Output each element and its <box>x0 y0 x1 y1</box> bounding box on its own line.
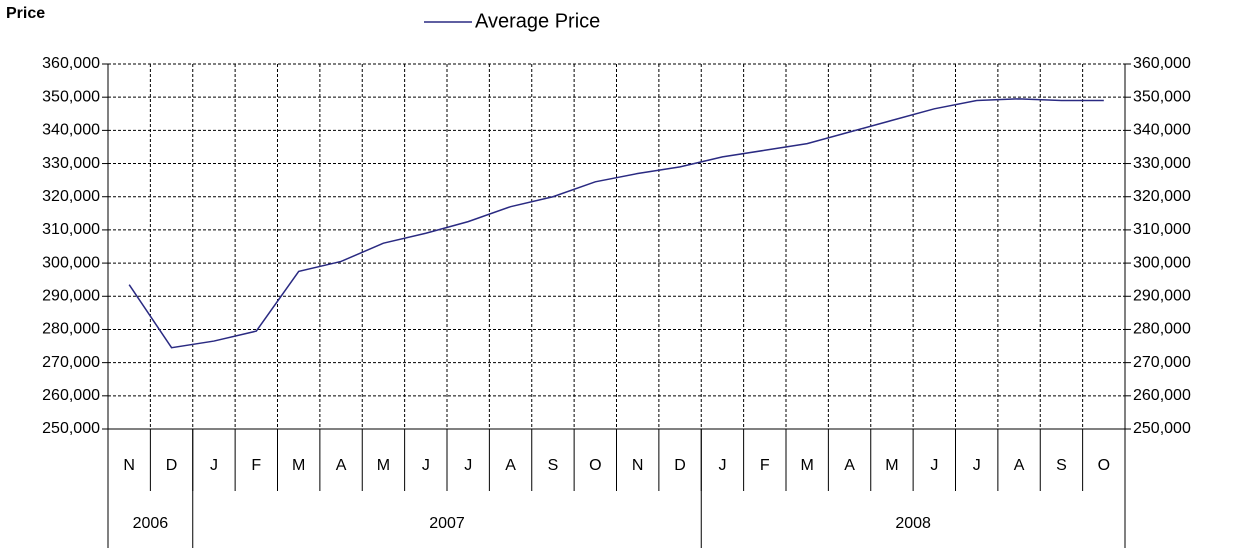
x-tick-label: D <box>674 457 686 474</box>
y2-tick-label: 300,000 <box>1133 254 1191 271</box>
x-tick-label: J <box>464 457 472 474</box>
x-tick-label: J <box>422 457 430 474</box>
x-tick-label: J <box>718 457 726 474</box>
x-tick-label: A <box>336 457 347 474</box>
year-label: 2006 <box>133 515 169 532</box>
y-tick-label: 310,000 <box>42 221 100 238</box>
y-tick-label: 360,000 <box>42 55 100 72</box>
y2-tick-label: 250,000 <box>1133 420 1191 437</box>
y2-tick-label: 320,000 <box>1133 188 1191 205</box>
y2-tick-label: 310,000 <box>1133 221 1191 238</box>
x-tick-label: N <box>632 457 644 474</box>
y-tick-label: 300,000 <box>42 254 100 271</box>
series-line <box>128 98 1104 349</box>
x-tick-label: S <box>1056 457 1067 474</box>
x-tick-label: O <box>1098 457 1110 474</box>
y-tick-label: 270,000 <box>42 354 100 371</box>
x-tick-label: M <box>801 457 814 474</box>
y-tick-label: 330,000 <box>42 155 100 172</box>
year-label: 2008 <box>895 515 931 532</box>
y-tick-label: 250,000 <box>42 420 100 437</box>
legend-label: Average Price <box>475 10 600 32</box>
x-tick-label: M <box>885 457 898 474</box>
y2-tick-label: 340,000 <box>1133 122 1191 139</box>
x-tick-label: A <box>1014 457 1025 474</box>
x-tick-label: N <box>123 457 135 474</box>
y2-tick-label: 360,000 <box>1133 55 1191 72</box>
y-tick-label: 350,000 <box>42 88 100 105</box>
x-tick-label: J <box>973 457 981 474</box>
x-tick-label: M <box>377 457 390 474</box>
x-tick-label: M <box>292 457 305 474</box>
y-tick-label: 260,000 <box>42 387 100 404</box>
y2-tick-label: 280,000 <box>1133 321 1191 338</box>
y-tick-label: 290,000 <box>42 287 100 304</box>
y-tick-label: 280,000 <box>42 321 100 338</box>
x-tick-label: J <box>930 457 938 474</box>
y2-tick-label: 350,000 <box>1133 88 1191 105</box>
x-tick-label: J <box>210 457 218 474</box>
x-tick-label: F <box>760 457 770 474</box>
y2-tick-label: 270,000 <box>1133 354 1191 371</box>
x-tick-label: D <box>166 457 178 474</box>
x-tick-label: A <box>505 457 516 474</box>
y-axis-title: Price <box>6 5 45 22</box>
x-tick-label: O <box>589 457 601 474</box>
y2-tick-label: 290,000 <box>1133 287 1191 304</box>
y2-tick-label: 330,000 <box>1133 155 1191 172</box>
y2-tick-label: 260,000 <box>1133 387 1191 404</box>
y-tick-label: 320,000 <box>42 188 100 205</box>
x-tick-label: F <box>251 457 261 474</box>
x-tick-label: A <box>844 457 855 474</box>
x-tick-label: S <box>548 457 559 474</box>
y-tick-label: 340,000 <box>42 122 100 139</box>
year-label: 2007 <box>429 515 465 532</box>
